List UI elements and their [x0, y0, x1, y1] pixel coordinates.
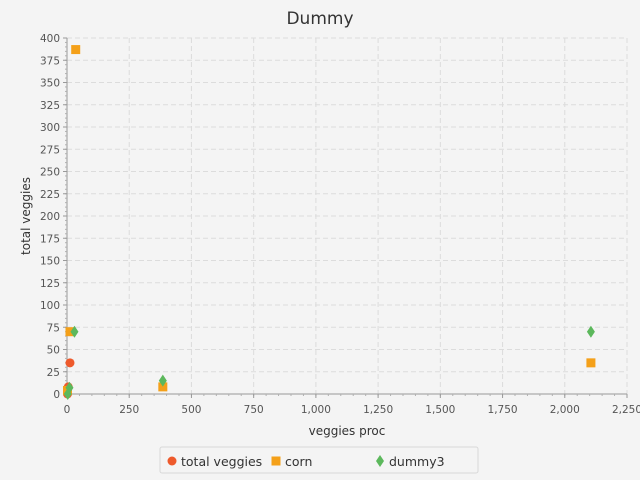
- legend-marker: [376, 455, 384, 467]
- x-axis-label: veggies proc: [309, 424, 386, 438]
- data-point: [158, 382, 168, 392]
- chart-title: Dummy: [286, 9, 353, 29]
- data-point: [70, 325, 79, 338]
- data-point: [586, 325, 595, 338]
- y-tick-label: 275: [40, 144, 60, 156]
- data-points: [62, 45, 596, 400]
- y-tick-label: 225: [40, 189, 60, 201]
- x-tick-label: 500: [181, 404, 201, 416]
- y-tick-label: 350: [40, 78, 60, 90]
- y-tick-label: 375: [40, 55, 60, 67]
- data-point: [71, 45, 81, 55]
- y-tick-label: 0: [53, 389, 60, 401]
- y-tick-label: 125: [40, 278, 60, 290]
- y-tick-label: 200: [40, 211, 60, 223]
- legend-label: total veggies: [181, 454, 262, 469]
- y-tick-label: 150: [40, 256, 60, 268]
- legend-label: corn: [285, 454, 312, 469]
- y-tick-label: 75: [47, 322, 60, 334]
- x-tick-label: 1,250: [363, 404, 393, 416]
- legend-marker: [167, 456, 177, 466]
- y-tick-label: 50: [47, 345, 60, 357]
- x-tick-label: 1,000: [301, 404, 331, 416]
- data-point: [158, 374, 167, 387]
- legend-label: dummy3: [389, 454, 445, 469]
- legend-marker: [271, 456, 281, 466]
- grid: [66, 37, 628, 395]
- y-tick-label: 175: [40, 233, 60, 245]
- x-tick-label: 1,500: [425, 404, 455, 416]
- y-tick-label: 25: [47, 367, 60, 379]
- y-tick-label: 250: [40, 167, 60, 179]
- y-tick-label: 100: [40, 300, 60, 312]
- series-corn: [62, 45, 596, 395]
- axes: [63, 37, 628, 398]
- tick-labels: 0 25 50 75 100 125 150 175 200 225 250 275 300 325 350…: [40, 33, 640, 416]
- x-tick-label: 1,750: [488, 404, 518, 416]
- series-dummy3: [63, 325, 595, 400]
- x-tick-label: 2,000: [550, 404, 580, 416]
- data-point: [65, 327, 75, 337]
- y-tick-label: 300: [40, 122, 60, 134]
- y-tick-label: 400: [40, 33, 60, 45]
- data-point: [586, 358, 596, 368]
- legend-box: [159, 446, 479, 474]
- y-tick-label: 325: [40, 100, 60, 112]
- x-tick-label: 0: [64, 404, 71, 416]
- data-point: [65, 381, 74, 394]
- x-tick-label: 250: [119, 404, 139, 416]
- x-tick-label: 2,250: [612, 404, 640, 416]
- legend: total veggies corn dummy3: [159, 446, 479, 474]
- data-point: [65, 358, 75, 368]
- y-axis-label: total veggies: [19, 177, 33, 255]
- x-tick-label: 750: [244, 404, 264, 416]
